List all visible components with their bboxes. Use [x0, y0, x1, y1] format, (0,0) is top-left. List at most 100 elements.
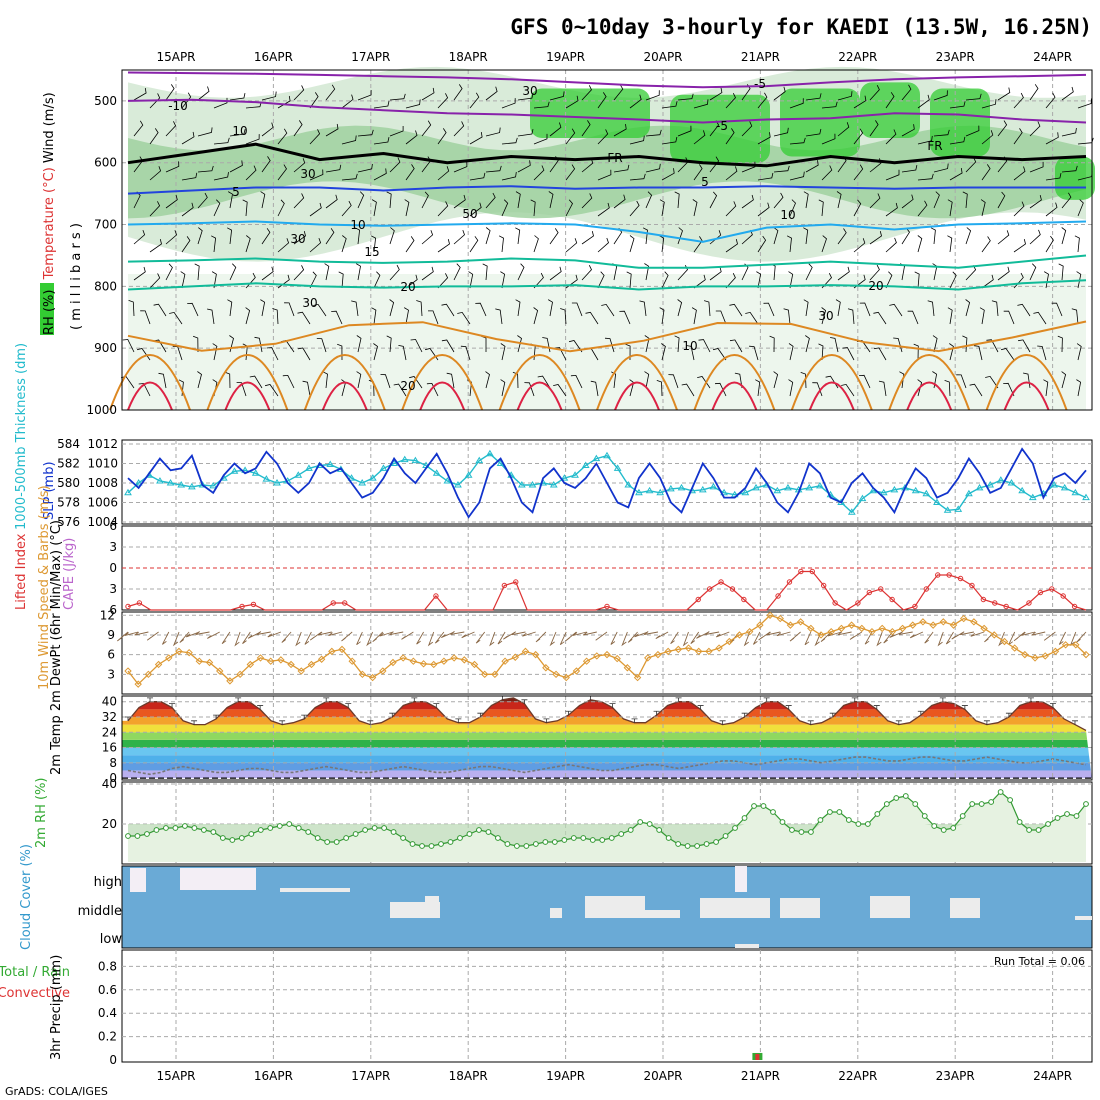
rh-area-dark [128, 824, 1086, 846]
rh-marker [1016, 819, 1023, 825]
wind-barb [133, 266, 146, 281]
top-date-label: 22APR [838, 50, 877, 64]
minmax-mark [147, 697, 154, 702]
thickness-marker [134, 479, 143, 486]
wind-barb [789, 199, 796, 217]
wind-barb [604, 337, 615, 353]
wind-speed-marker [807, 624, 815, 633]
wind-barb [901, 194, 914, 209]
wind-barb [1029, 161, 1044, 173]
wind-speed-marker [633, 673, 642, 682]
wind-barb [709, 266, 722, 281]
rh-marker [125, 833, 131, 839]
wind-barb [1013, 128, 1023, 145]
wind-speed-marker [1031, 654, 1039, 662]
wind-barb [421, 120, 432, 137]
rh-marker [551, 839, 558, 845]
wind-barb [317, 631, 332, 636]
wind-speed-marker [786, 621, 795, 629]
wind-barb [644, 371, 650, 389]
wind-barb [515, 191, 521, 209]
li-marker [1049, 586, 1055, 592]
thickness-marker [592, 454, 601, 462]
thickness-marker [432, 469, 441, 476]
rh-marker [827, 809, 833, 815]
wind-barb [757, 235, 767, 253]
y-tick-label: 1008 [87, 476, 118, 490]
wind-barb [714, 382, 727, 397]
wind-barb [1013, 92, 1024, 109]
wind-barb [805, 128, 822, 137]
wind-barb [197, 86, 210, 101]
wind-barb [379, 631, 394, 637]
wind-barb [947, 235, 953, 253]
thickness-marker [709, 482, 718, 490]
wind-barb [498, 235, 504, 253]
wind-barb [847, 308, 855, 325]
warm-contour [127, 320, 1087, 353]
wind-barb [134, 631, 149, 636]
wind-barb [585, 311, 599, 325]
rh-marker [513, 843, 520, 849]
thickness-marker [645, 486, 654, 494]
wind-barb [899, 371, 905, 389]
wind-barb [249, 375, 263, 389]
wind-barb [749, 345, 759, 361]
wind-barb [639, 300, 647, 317]
bottom-date-label: 23APR [936, 1069, 975, 1083]
wind-barb [981, 130, 994, 145]
wind-speed-marker [745, 627, 754, 636]
wind-barb [1033, 311, 1047, 325]
y-tick-label: 8 [109, 756, 117, 770]
wind-barb [460, 345, 471, 361]
minmax-mark [301, 714, 308, 720]
thickness-marker [581, 461, 590, 468]
wind-barb [715, 310, 727, 325]
wind-barb [869, 193, 881, 209]
wind-speed-marker [399, 654, 407, 662]
rh-shading [128, 66, 1095, 410]
precip-bar-convective [755, 1053, 760, 1060]
wind-barb [725, 93, 736, 109]
wind-barb [181, 236, 191, 253]
wind-barb [821, 235, 827, 253]
wind-barb [512, 371, 519, 389]
rh-marker [324, 839, 331, 845]
contour-label: 30 [300, 167, 315, 181]
rh-marker [988, 799, 995, 805]
wind-barb [949, 101, 966, 109]
legend-total-rain: Total / Rain [0, 965, 70, 980]
wind-barb [924, 631, 934, 644]
rh-saturated-patch [530, 88, 650, 138]
wind-barb [1043, 379, 1049, 397]
li-marker [513, 579, 519, 585]
wind-barb [661, 168, 675, 181]
li-marker [786, 579, 793, 585]
wind-barb [149, 201, 161, 217]
wind-barb [549, 228, 559, 245]
wind-barb [725, 128, 735, 145]
thickness-marker [741, 488, 750, 496]
wind-barb [187, 302, 199, 317]
minmax-mark [1071, 720, 1078, 725]
thickness-marker [464, 471, 473, 478]
wind-barb [629, 135, 645, 145]
wind-barb [965, 299, 971, 317]
wind-barb [1045, 173, 1062, 181]
minmax-mark [763, 697, 770, 702]
wind-barb [313, 303, 327, 317]
wind-barb [213, 97, 228, 109]
wind-barb [195, 631, 210, 635]
wind-barb [162, 631, 170, 645]
slp-grid [122, 440, 1092, 524]
minmax-mark [829, 712, 836, 718]
wind-barb [386, 335, 392, 353]
wind-barb [1077, 199, 1084, 217]
wind-barb [757, 202, 770, 217]
legend-convective: Convective [0, 986, 70, 1001]
li-marker [1037, 589, 1044, 596]
wind-barb [937, 631, 944, 647]
rh-marker [561, 837, 568, 843]
wind-barb [661, 271, 669, 289]
rh-marker [893, 795, 900, 801]
